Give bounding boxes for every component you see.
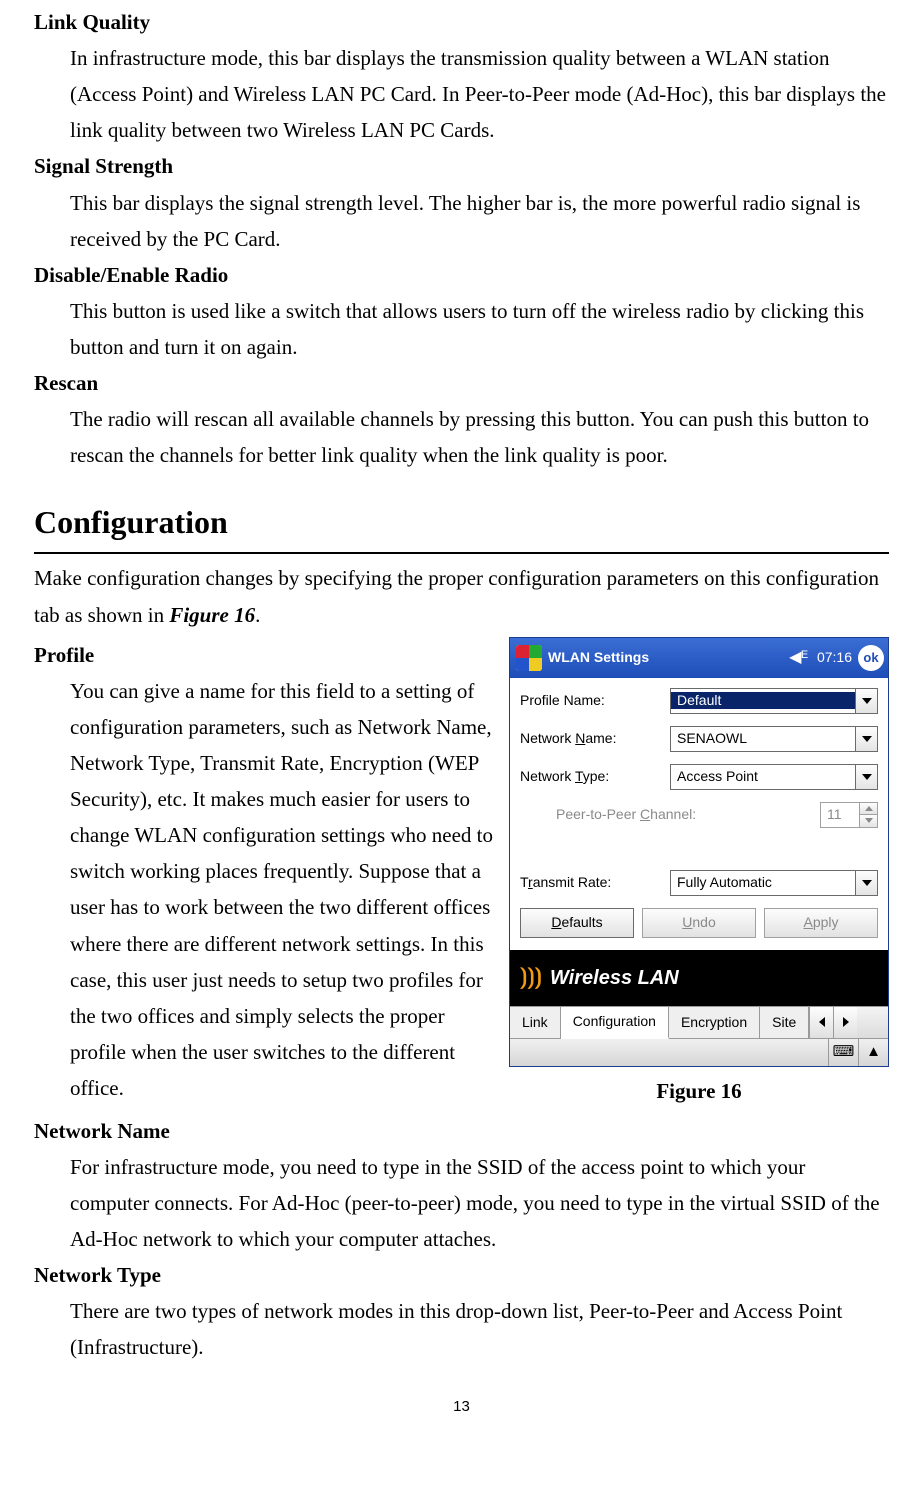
titlebar: WLAN Settings ◀ᴱ 07:16 ok [510,638,888,678]
spinner-down-icon [860,814,877,827]
network-name-value: SENAOWL [671,730,855,747]
tab-site[interactable]: Site [760,1007,809,1038]
def-link-quality: In infrastructure mode, this bar display… [34,40,889,148]
tab-encryption[interactable]: Encryption [669,1007,760,1038]
term-network-name: Network Name [34,1113,889,1149]
bottom-bar: ⌨ ▲ [510,1038,888,1066]
transmit-rate-label: Transmit Rate: [520,874,670,891]
speaker-icon[interactable]: ◀ᴱ [789,648,808,667]
intro-configuration: Make configuration changes by specifying… [34,560,889,632]
chevron-down-icon[interactable] [855,765,877,789]
clock-text: 07:16 [817,649,852,666]
network-name-label: Network Name: [520,730,670,747]
wireless-icon: ⟯⟯⟯ [520,964,542,990]
page-number: 13 [34,1394,889,1420]
tab-strip: Link Configuration Encryption Site [510,1006,888,1038]
spinner-up-icon [860,803,877,815]
term-link-quality: Link Quality [34,4,889,40]
undo-button[interactable]: Undo [642,908,756,938]
term-network-type: Network Type [34,1257,889,1293]
tab-scroll-right-icon[interactable] [833,1007,857,1038]
term-signal-strength: Signal Strength [34,148,889,184]
def-profile: You can give a name for this field to a … [34,673,495,1106]
network-type-combo[interactable]: Access Point [670,764,878,790]
network-type-value: Access Point [671,768,855,785]
up-arrow-icon[interactable]: ▲ [858,1039,888,1066]
tab-link[interactable]: Link [510,1007,561,1038]
brand-bar: ⟯⟯⟯ Wireless LAN [510,950,888,1006]
chevron-down-icon[interactable] [855,871,877,895]
chevron-down-icon[interactable] [855,727,877,751]
transmit-rate-value: Fully Automatic [671,874,855,891]
ptp-channel-value: 11 [821,803,859,827]
ptp-channel-spinner: 11 [820,802,878,828]
term-rescan: Rescan [34,365,889,401]
profile-name-value: Default [671,692,855,709]
brand-text: Wireless LAN [550,966,679,990]
tab-scroll-left-icon[interactable] [809,1007,833,1038]
profile-name-combo[interactable]: Default [670,688,878,714]
def-signal-strength: This bar displays the signal strength le… [34,185,889,257]
def-rescan: The radio will rescan all available chan… [34,401,889,473]
figure-caption: Figure 16 [509,1073,889,1109]
ptp-channel-label: Peer-to-Peer Channel: [520,806,696,823]
network-type-label: Network Type: [520,768,670,785]
def-network-name: For infrastructure mode, you need to typ… [34,1149,889,1257]
figure-reference: Figure 16 [169,603,255,627]
window-title: WLAN Settings [548,649,783,666]
chevron-down-icon[interactable] [855,689,877,713]
term-profile: Profile [34,637,495,673]
start-icon[interactable] [516,645,542,671]
defaults-button[interactable]: Defaults [520,908,634,938]
network-name-combo[interactable]: SENAOWL [670,726,878,752]
keyboard-icon[interactable]: ⌨ [828,1039,858,1066]
term-disable-radio: Disable/Enable Radio [34,257,889,293]
def-network-type: There are two types of network modes in … [34,1293,889,1365]
heading-configuration: Configuration [34,495,889,554]
wlan-settings-window: WLAN Settings ◀ᴱ 07:16 ok Profile Name: … [509,637,889,1067]
def-disable-radio: This button is used like a switch that a… [34,293,889,365]
tab-configuration[interactable]: Configuration [561,1007,669,1039]
ok-button[interactable]: ok [858,645,884,671]
profile-name-label: Profile Name: [520,692,670,709]
intro-text: Make configuration changes by specifying… [34,566,879,626]
intro-post: . [255,603,260,627]
apply-button[interactable]: Apply [764,908,878,938]
transmit-rate-combo[interactable]: Fully Automatic [670,870,878,896]
